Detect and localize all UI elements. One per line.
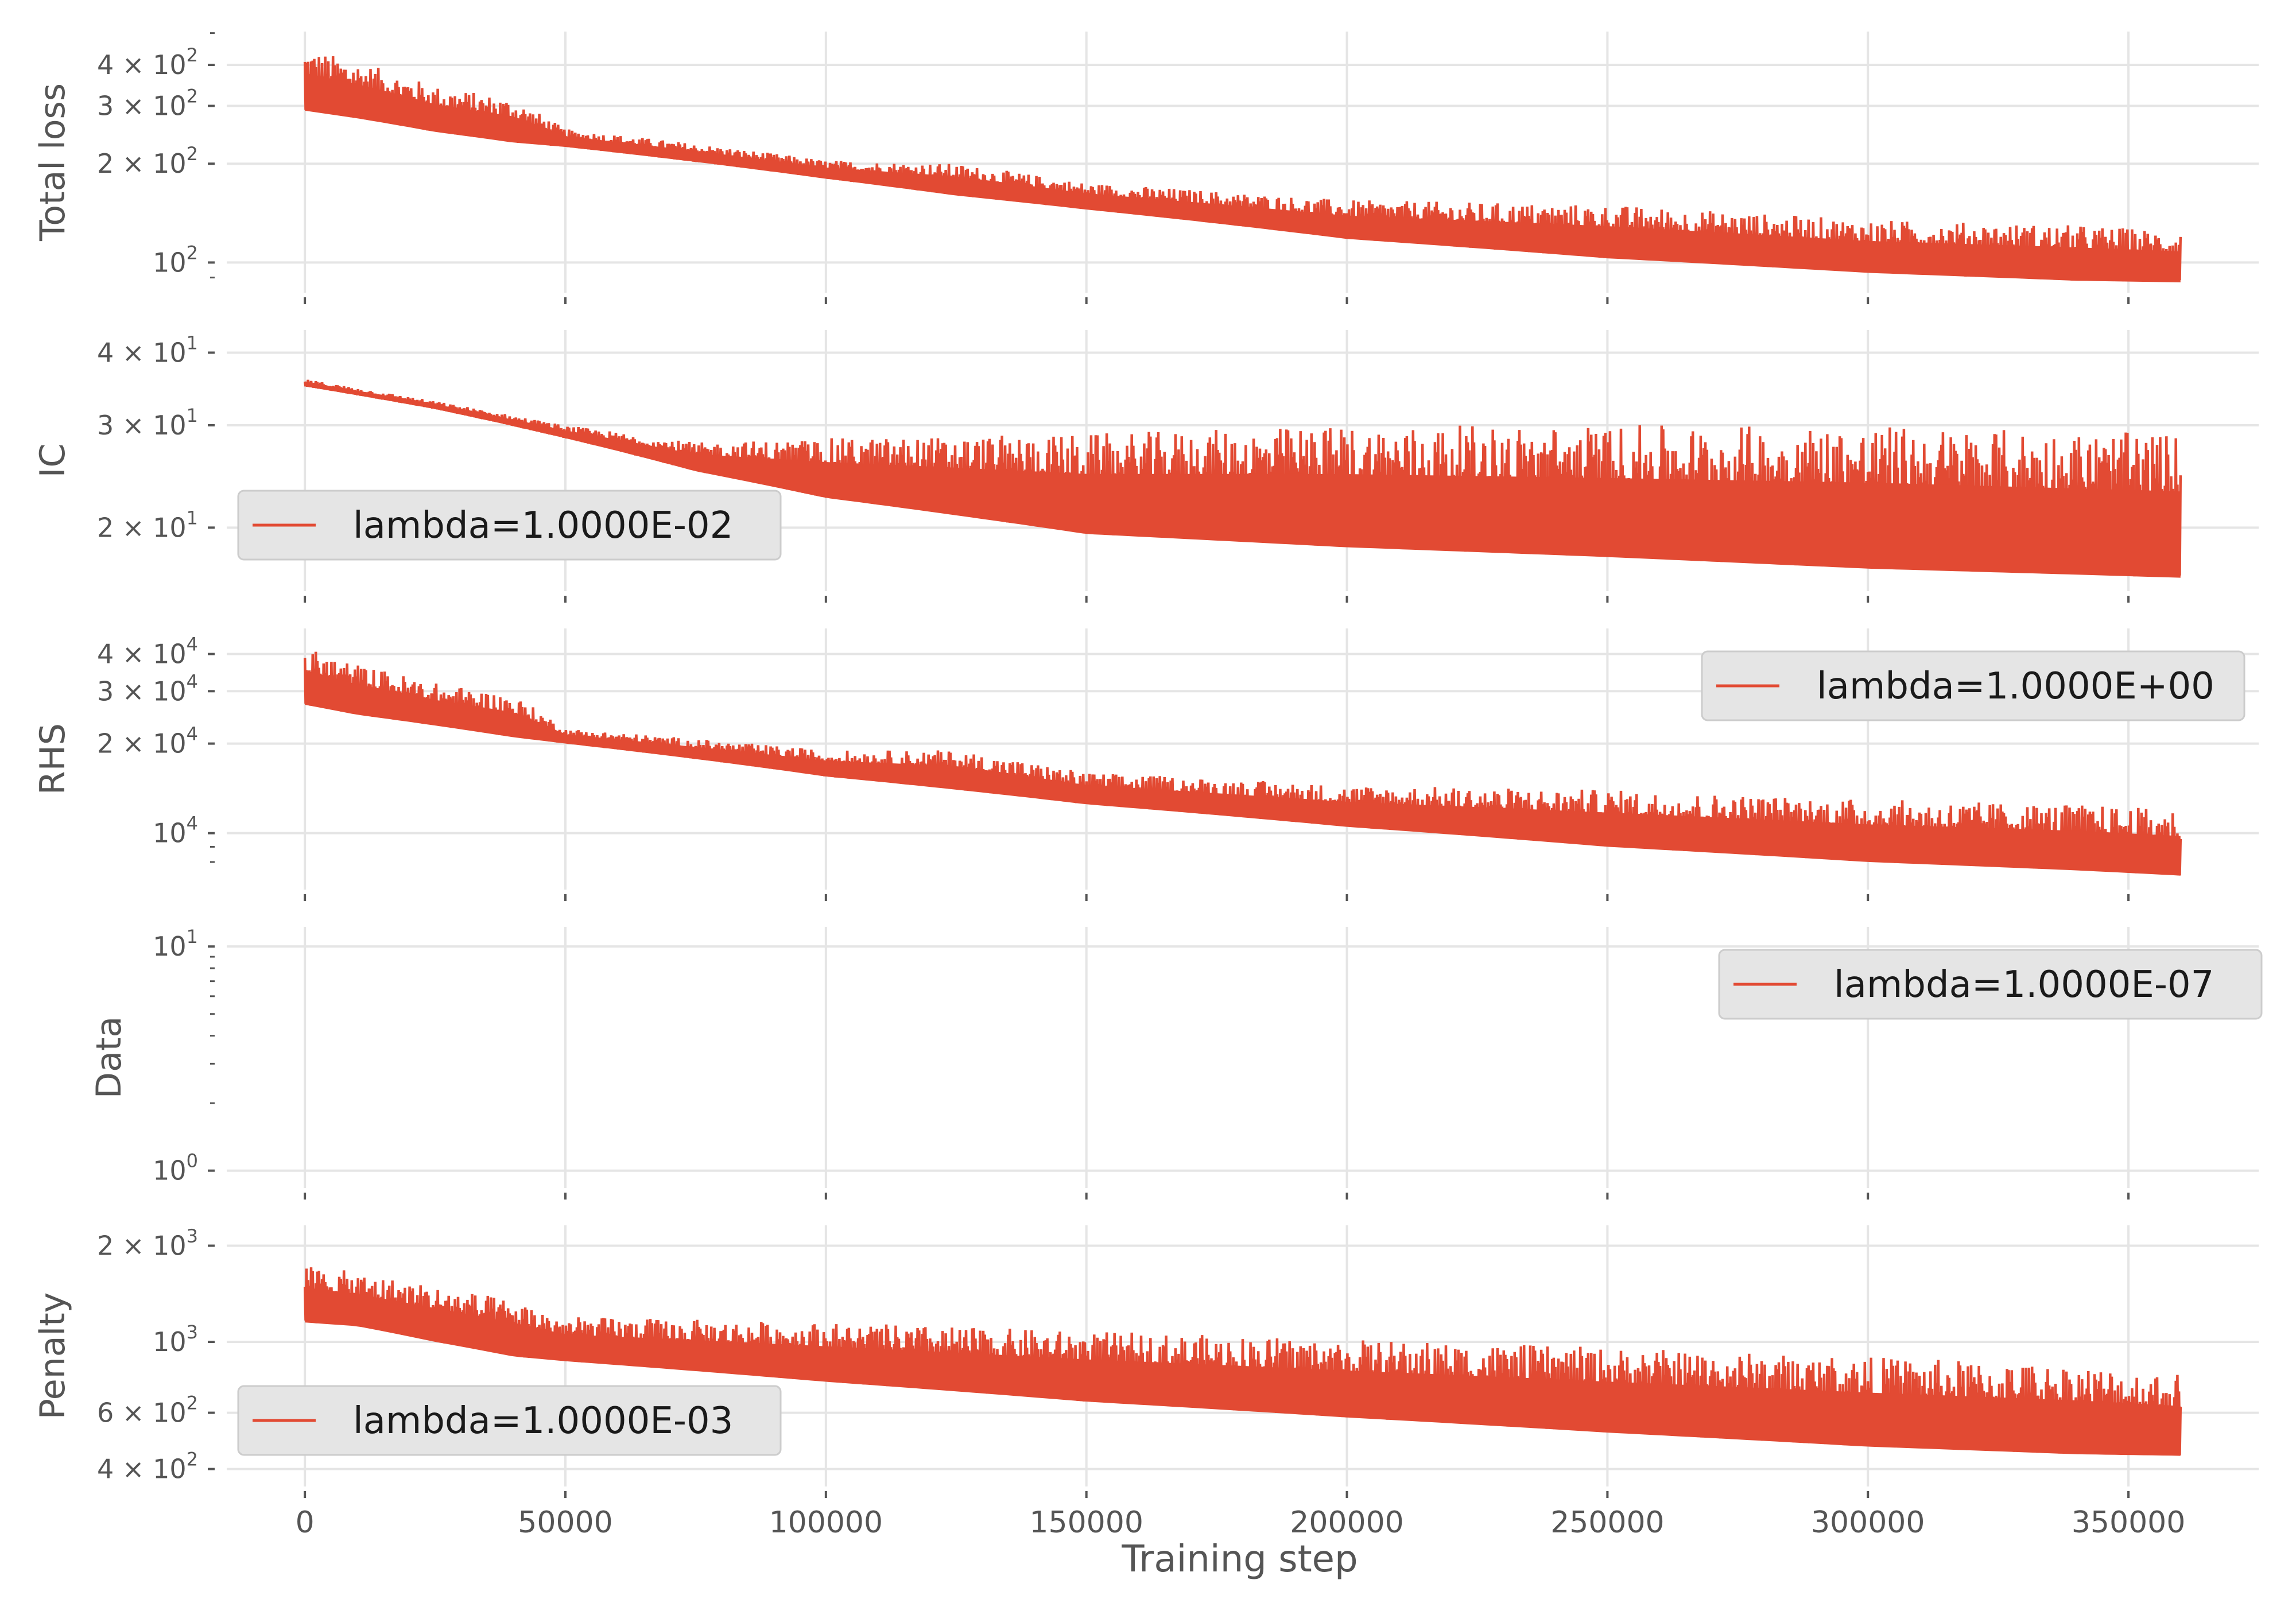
y-tick-label: 3 × 104 <box>97 670 198 707</box>
series-band <box>305 1287 2181 1456</box>
y-tick-label: 6 × 102 <box>97 1392 198 1429</box>
x-tick-label: 250000 <box>1550 1505 1665 1540</box>
y-tick-label: 2 × 102 <box>97 143 198 179</box>
x-tick-label: 100000 <box>769 1505 883 1540</box>
series-band <box>305 382 2181 578</box>
y-axis-label: Data <box>89 1016 129 1098</box>
series-line <box>303 56 2182 282</box>
y-tick-label: 4 × 102 <box>97 44 198 80</box>
legend: lambda=1.0000E+00 <box>1701 650 2245 721</box>
series-line <box>303 379 2182 577</box>
y-tick-label: 104 <box>153 813 198 849</box>
y-axis-label: IC <box>33 444 73 478</box>
legend-box <box>237 1385 782 1456</box>
y-tick-label: 102 <box>153 242 198 278</box>
legend-box <box>237 490 782 561</box>
legend-label: lambda=1.0000E-07 <box>1834 964 2214 1006</box>
x-axis-label: Training step <box>1121 1538 1358 1581</box>
legend-label: lambda=1.0000E-02 <box>353 504 733 547</box>
y-tick-label: 100 <box>153 1150 198 1186</box>
series-band <box>305 670 2181 876</box>
panel-ic: 2 × 101 3 × 101 4 × 101 IC lambda=1.0000E-02 <box>33 330 2259 603</box>
legend-box <box>1718 949 2263 1020</box>
y-tick-label: 3 × 102 <box>97 86 198 122</box>
legend: lambda=1.0000E-02 <box>237 490 782 561</box>
legend: lambda=1.0000E-07 <box>1718 949 2263 1020</box>
legend: lambda=1.0000E-03 <box>237 1385 782 1456</box>
panel-total-loss: 102 2 × 102 3 × 102 4 × 102 Total loss <box>33 32 2259 304</box>
legend-label: lambda=1.0000E-03 <box>353 1400 733 1442</box>
y-tick-label: 4 × 104 <box>97 634 198 670</box>
legend-label: lambda=1.0000E+00 <box>1817 665 2214 708</box>
y-tick-label: 3 × 101 <box>97 405 198 441</box>
x-tick-label: 200000 <box>1290 1505 1404 1540</box>
y-tick-label: 101 <box>153 926 198 962</box>
series-line <box>303 1267 2182 1455</box>
x-tick-label: 50000 <box>518 1505 612 1540</box>
y-tick-label: 2 × 104 <box>97 723 198 759</box>
y-tick-label: 4 × 101 <box>97 332 198 368</box>
y-tick-label: 2 × 101 <box>97 507 198 543</box>
y-axis-label: RHS <box>33 723 73 795</box>
panel-data: 100 101 Data lambda=1.0000E-07 <box>89 926 2263 1200</box>
x-tick-label: 150000 <box>1029 1505 1143 1540</box>
y-tick-label: 2 × 103 <box>97 1225 198 1261</box>
y-axis-label: Total loss <box>33 83 73 242</box>
y-axis-label: Penalty <box>33 1292 73 1419</box>
legend-box <box>1701 650 2245 721</box>
series-line <box>303 651 2182 876</box>
y-tick-label: 4 × 102 <box>97 1449 198 1485</box>
series-band <box>305 73 2181 282</box>
y-tick-label: 103 <box>153 1321 198 1357</box>
x-tick-label: 300000 <box>1811 1505 1925 1540</box>
x-tick-label: 0 <box>296 1505 315 1540</box>
panel-penalty: 4 × 102 6 × 102 103 2 × 103 Penalty lambda=1.… <box>33 1225 2259 1540</box>
x-tick-label: 350000 <box>2072 1505 2186 1540</box>
